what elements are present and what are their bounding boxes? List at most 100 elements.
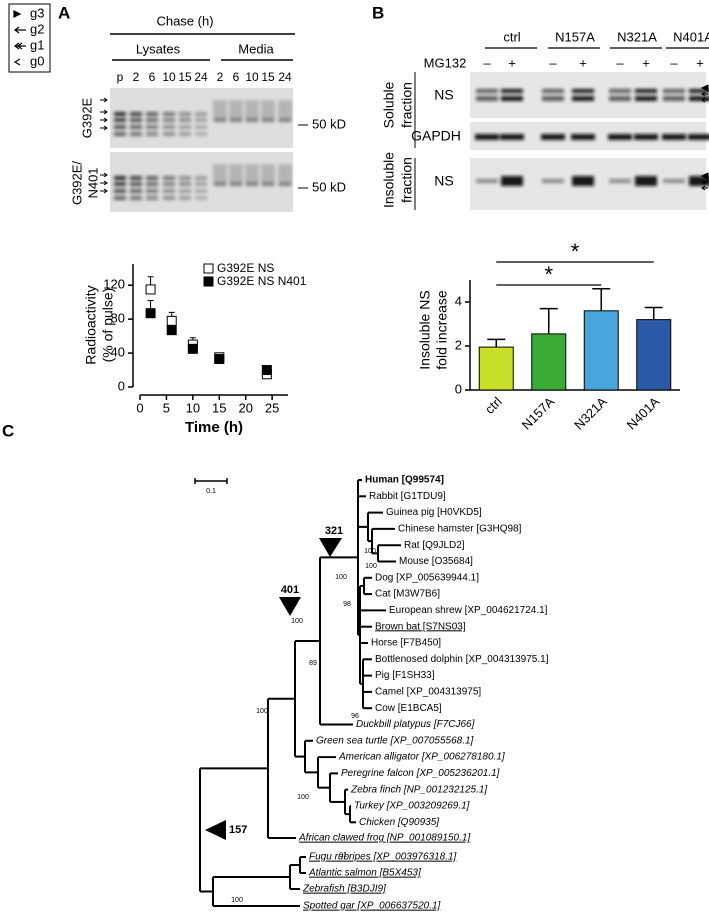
x-tick-label: N401A <box>624 394 663 433</box>
band <box>663 89 685 93</box>
leaf-label: Peregrine falcon [XP_005236201.1] <box>341 768 500 779</box>
band <box>195 189 207 193</box>
bar <box>636 319 672 391</box>
bootstrap-label: 96 <box>351 713 359 720</box>
band <box>130 118 142 122</box>
band <box>179 125 191 129</box>
leaf-label: Camel [XP_004313975] <box>375 687 481 698</box>
leaf-label: Rabbit [G1TDU9] <box>369 491 446 502</box>
lane-label: 15 <box>261 70 275 84</box>
leaf-label: Chinese hamster [G3HQ98] <box>398 524 522 535</box>
leaf-label: Chicken [Q90935] <box>359 817 439 828</box>
x-tick-label: 0 <box>136 400 143 415</box>
band <box>542 96 564 101</box>
bands <box>476 176 709 186</box>
header: Chase (h) <box>156 13 213 28</box>
band <box>261 164 275 186</box>
node-marker <box>319 538 342 557</box>
band <box>146 176 158 180</box>
panel-label: B <box>372 3 384 22</box>
bootstrap-label: 89 <box>309 660 317 667</box>
band <box>635 89 657 93</box>
marker <box>145 284 156 295</box>
leaf-label: Human [Q99574] <box>365 475 444 486</box>
band <box>130 182 142 186</box>
scale-label: 0.1 <box>206 488 216 495</box>
legend-arrow <box>13 58 21 66</box>
band <box>146 125 158 129</box>
bar <box>583 310 619 391</box>
leaf-label: Guinea pig [H0VKD5] <box>386 507 482 518</box>
legend-label: g1 <box>30 37 44 52</box>
legend-label: G392E NS N401 <box>217 274 307 288</box>
group-label: Lysates <box>136 41 181 56</box>
row-label: GAPDH <box>411 128 461 144</box>
legend-label: G392E NS <box>217 261 274 275</box>
band <box>571 134 595 140</box>
legend-arrow <box>14 26 26 34</box>
band-arrow <box>701 91 708 97</box>
leaf-label: American alligator [XP_006278180.1] <box>338 752 505 763</box>
sign-label: + <box>642 55 650 70</box>
band <box>213 100 227 122</box>
band <box>572 176 594 186</box>
band <box>114 196 126 200</box>
y-tick-label: 40 <box>111 345 125 360</box>
x-tick-label: 15 <box>212 400 226 415</box>
band <box>146 196 158 200</box>
y-tick-label: 0 <box>118 378 125 393</box>
band <box>501 96 523 101</box>
band-arrow <box>100 180 108 186</box>
band <box>146 112 158 116</box>
y-axis-label: fold increase <box>434 290 450 370</box>
sample-label: N401A <box>673 29 709 44</box>
lane-label: 15 <box>178 70 192 84</box>
leaf-label: Duckbill platypus [F7CJ66] <box>356 719 475 730</box>
group-label: Media <box>238 41 274 56</box>
band <box>689 176 709 186</box>
leaf-label: Pig [F1SH33] <box>375 670 435 681</box>
band <box>179 176 191 180</box>
bootstrap-label: 100 <box>364 548 376 555</box>
sign-label: – <box>483 55 491 70</box>
band-arrow <box>100 109 108 115</box>
sign-label: – <box>549 55 557 70</box>
lane-label: 10 <box>245 70 259 84</box>
band <box>114 112 126 116</box>
band <box>500 134 524 140</box>
node-marker <box>205 820 226 840</box>
leaf-label: Cat [M3W7B6] <box>375 589 440 600</box>
blot <box>470 72 706 118</box>
band <box>214 182 226 186</box>
band <box>146 189 158 193</box>
leaf-label: Fugu rubripes [XP_003976318.1] <box>309 852 457 863</box>
band <box>130 176 142 180</box>
band <box>246 118 258 122</box>
band-arrow <box>100 117 108 123</box>
leaf-label: Mouse [O35684] <box>399 556 473 567</box>
sign-label: – <box>616 55 624 70</box>
band <box>195 118 207 122</box>
band <box>634 134 658 140</box>
band-arrow <box>100 125 108 131</box>
sample-label: ctrl <box>503 29 520 44</box>
band <box>662 134 686 140</box>
band <box>163 125 175 129</box>
sample-label: G392E <box>79 97 94 138</box>
band-arrow <box>701 179 708 185</box>
bootstrap-label: 100 <box>297 794 309 801</box>
band <box>130 132 142 136</box>
band <box>278 164 292 186</box>
legend-arrow <box>14 42 26 50</box>
sample-label: N157A <box>555 29 595 44</box>
lane-label: 10 <box>162 70 176 84</box>
band <box>146 118 158 122</box>
sign-label: + <box>508 55 516 70</box>
x-tick-label: N321A <box>571 394 610 433</box>
leaf-label: Brown bat [S7NS03] <box>375 621 466 632</box>
band <box>541 134 565 140</box>
band <box>114 189 126 193</box>
leaf-label: Green sea turtle [XP_007055568.1] <box>316 735 474 746</box>
y-tick-label: 120 <box>103 277 125 292</box>
